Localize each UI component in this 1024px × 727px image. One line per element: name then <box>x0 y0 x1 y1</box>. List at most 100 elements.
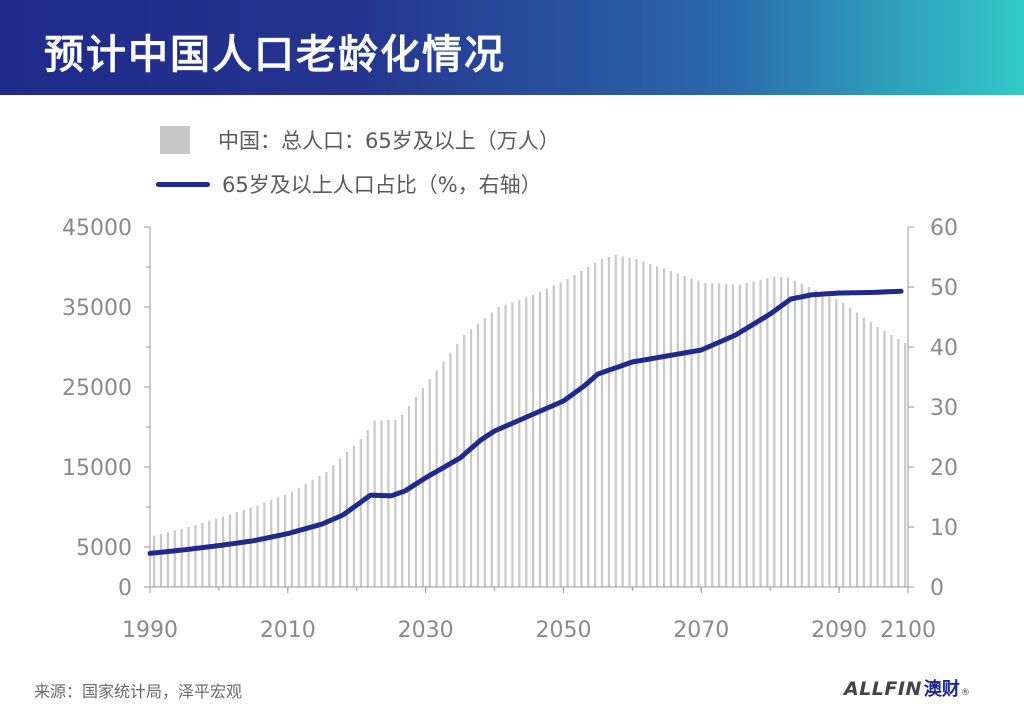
bar-2062 <box>649 263 652 587</box>
left-tick-label: 5000 <box>76 536 132 561</box>
right-tick-label: 10 <box>930 516 958 541</box>
bar-2007 <box>270 499 273 587</box>
legend: 中国：总人口：65岁及以上（万人） 65岁及以上人口占比（%，右轴） <box>156 126 560 214</box>
bar-2087 <box>821 292 824 587</box>
legend-line-swatch <box>156 181 210 187</box>
left-tick-label: 35000 <box>62 296 132 321</box>
bar-2083 <box>793 280 797 587</box>
bar-2066 <box>676 273 679 587</box>
bar-2028 <box>414 397 418 587</box>
bar-2012 <box>304 483 307 587</box>
bar-2093 <box>862 317 865 587</box>
ratio-line <box>147 288 904 556</box>
logo-cn: 澳财 <box>923 679 960 700</box>
bar-2071 <box>711 283 714 587</box>
bar-2074 <box>731 284 735 587</box>
bar-2036 <box>469 329 473 587</box>
bar-2051 <box>573 275 576 587</box>
left-tick-label: 0 <box>118 576 132 601</box>
bar-2086 <box>814 289 817 587</box>
bar-2010 <box>290 491 294 587</box>
legend-line-label: 65岁及以上人口占比（%，右轴） <box>222 173 542 197</box>
bar-2023 <box>380 420 383 587</box>
bar-2097 <box>890 335 893 587</box>
bar-2077 <box>752 281 755 587</box>
bar-2088 <box>828 295 831 587</box>
x-tick-label: 2050 <box>535 618 591 643</box>
legend-bar-swatch <box>160 126 190 154</box>
right-tick-label: 50 <box>930 276 958 301</box>
bar-2098 <box>897 339 900 587</box>
right-tick-label: 0 <box>930 576 944 601</box>
logo-text: ALLFIN <box>844 678 922 700</box>
bar-2099 <box>904 343 907 587</box>
bar-2014 <box>318 475 321 587</box>
bar-2021 <box>366 429 369 587</box>
right-tick-label: 20 <box>930 456 958 481</box>
bar-2061 <box>642 261 645 587</box>
bar-2020 <box>359 439 362 587</box>
bar-2003 <box>242 509 245 587</box>
bar-2070 <box>704 283 707 587</box>
bar-1993 <box>173 530 176 587</box>
right-tick-label: 60 <box>930 216 958 241</box>
bar-1991 <box>159 534 163 587</box>
bar-2092 <box>855 312 859 587</box>
bar-1995 <box>187 527 190 587</box>
bar-2076 <box>745 283 748 587</box>
bar-2090 <box>842 303 845 587</box>
bar-2024 <box>387 420 390 587</box>
bar-2073 <box>724 283 728 587</box>
bar-2033 <box>449 352 452 587</box>
right-tick-label: 40 <box>930 336 958 361</box>
bar-2046 <box>538 291 542 587</box>
bar-2049 <box>559 282 562 587</box>
bar-2060 <box>635 259 638 587</box>
bar-2094 <box>869 322 872 587</box>
bar-2078 <box>759 279 762 587</box>
bar-2044 <box>525 297 528 587</box>
bar-2018 <box>345 452 349 587</box>
bar-2047 <box>545 288 548 587</box>
x-tick-label: 2030 <box>398 618 454 643</box>
bar-2048 <box>552 285 555 587</box>
bar-2075 <box>738 284 741 587</box>
bar-2038 <box>483 318 486 587</box>
x-tick-label: 2070 <box>673 618 729 643</box>
bar-2041 <box>504 304 507 587</box>
bar-2004 <box>249 507 252 587</box>
bar-2053 <box>587 267 590 587</box>
bar-2009 <box>283 494 287 587</box>
bar-2019 <box>352 445 356 587</box>
bar-2059 <box>628 257 631 587</box>
bar-2042 <box>511 302 514 587</box>
left-tick-label: 15000 <box>62 456 132 481</box>
bar-2032 <box>442 361 445 587</box>
bar-2027 <box>407 406 411 587</box>
bar-2065 <box>669 271 673 587</box>
bar-2015 <box>325 471 328 587</box>
bar-2079 <box>766 278 769 587</box>
bar-2011 <box>297 487 300 587</box>
bar-2045 <box>532 295 535 587</box>
bar-2031 <box>435 370 438 587</box>
title-banner: 预计中国人口老龄化情况 <box>0 0 1024 95</box>
bar-2025 <box>394 419 397 587</box>
bar-2000 <box>221 516 225 587</box>
bar-2030 <box>428 379 431 587</box>
bar-2055 <box>600 259 604 587</box>
bar-1996 <box>194 524 197 587</box>
bar-2006 <box>263 502 266 587</box>
bar-2081 <box>780 277 783 587</box>
bar-2001 <box>228 514 231 587</box>
bar-2002 <box>235 512 238 587</box>
bar-2096 <box>883 331 886 587</box>
source-note: 来源：国家统计局，泽平宏观 <box>34 682 243 701</box>
allfin-logo: ALLFIN 澳财 ® <box>844 675 970 701</box>
bar-2034 <box>456 343 459 587</box>
legend-bar-label: 中国：总人口：65岁及以上（万人） <box>218 129 560 153</box>
bar-2064 <box>662 268 666 587</box>
bar-2022 <box>373 420 376 587</box>
page-title: 预计中国人口老龄化情况 <box>44 32 506 78</box>
